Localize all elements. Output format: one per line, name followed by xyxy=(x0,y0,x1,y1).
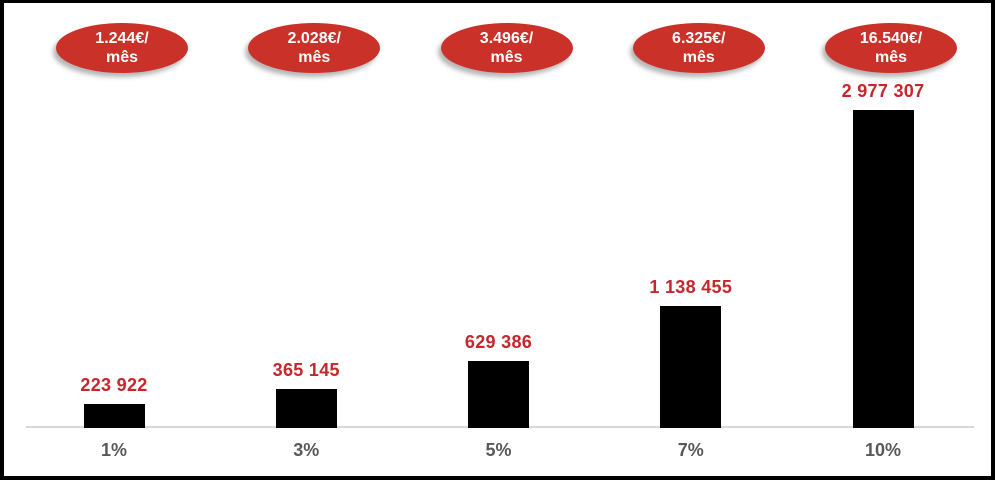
x-axis-tick-label: 10% xyxy=(864,440,902,460)
bar xyxy=(852,110,914,428)
bar xyxy=(83,404,145,428)
bar-value-label: 629 386 xyxy=(464,332,533,352)
bar xyxy=(468,361,529,428)
price-badge-text: 2.028€/ xyxy=(287,30,341,47)
x-axis-tick-label: 7% xyxy=(677,440,704,460)
price-badge-text: 3.496€/ xyxy=(479,30,534,47)
price-badge-text: 1.244€/ xyxy=(95,30,149,47)
price-badge: 1.244€/ mês xyxy=(56,23,188,73)
bar-value-label: 1 138 455 xyxy=(649,277,733,297)
price-badge-text: mês xyxy=(682,49,715,66)
bar-value-label: 2 977 307 xyxy=(841,81,925,101)
bar xyxy=(275,389,337,428)
x-axis-tick-label: 5% xyxy=(485,440,512,460)
bar-value-label: 365 145 xyxy=(272,360,340,380)
x-axis-tick-label: 3% xyxy=(293,440,320,460)
price-badge-text: 16.540€/ xyxy=(859,30,923,47)
price-badge: 6.325€/ mês xyxy=(632,23,765,73)
bar-chart: 1.244€/ mês 223 922 1% 2.028€/ mês 365 145 3% 3.… xyxy=(4,3,991,476)
price-badge-text: mês xyxy=(490,49,523,66)
price-badge: 3.496€/ mês xyxy=(440,23,573,73)
price-badge-text: 6.325€/ xyxy=(672,30,726,47)
bar xyxy=(660,306,722,428)
x-axis-tick-label: 1% xyxy=(100,440,127,460)
bar-value-label: 223 922 xyxy=(80,375,148,395)
price-badge-text: mês xyxy=(298,49,331,66)
price-badge: 16.540€/ mês xyxy=(825,23,957,73)
price-badge: 2.028€/ mês xyxy=(248,23,381,73)
price-badge-text: mês xyxy=(874,49,908,66)
price-badge-text: mês xyxy=(105,49,139,66)
